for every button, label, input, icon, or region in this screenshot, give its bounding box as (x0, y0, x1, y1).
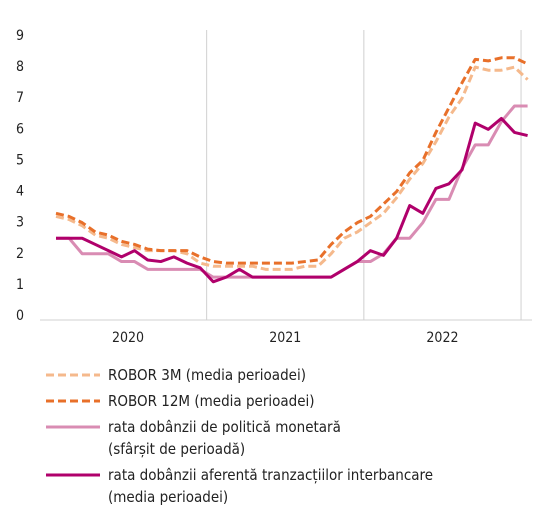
legend-swatch (46, 473, 100, 477)
legend-item: ROBOR 3M (media perioadei) (44, 364, 534, 386)
legend: ROBOR 3M (media perioadei) ROBOR 12M (med… (44, 364, 534, 512)
legend-label: ROBOR 3M (media perioadei) (108, 366, 306, 384)
legend-item: rata dobânzii aferentă tranzacțiilor int… (44, 464, 534, 508)
y-tick-label: 2 (16, 246, 24, 262)
x-tick-label: 2021 (269, 330, 301, 346)
y-tick-label: 0 (16, 308, 24, 324)
y-tick-label: 1 (16, 277, 24, 293)
series-line (55, 56, 529, 265)
legend-swatch (46, 399, 100, 403)
y-tick-label: 9 (16, 28, 24, 44)
y-tick-label: 8 (16, 59, 24, 75)
y-tick-label: 4 (16, 184, 24, 200)
y-tick-label: 3 (16, 215, 24, 231)
x-tick-label: 2020 (112, 330, 144, 346)
y-tick-label: 5 (16, 152, 24, 168)
y-tick-label: 7 (16, 90, 24, 106)
y-tick-label: 6 (16, 121, 24, 137)
legend-label: rata dobânzii de politică monetară (sfâr… (108, 418, 341, 458)
legend-item: ROBOR 12M (media perioadei) (44, 390, 534, 412)
chart: 0 1 2 3 4 5 6 7 8 9 2020 2021 2022 (16, 28, 532, 346)
series-line (56, 104, 528, 279)
legend-swatch (46, 425, 100, 429)
legend-label: ROBOR 12M (media perioadei) (108, 392, 315, 410)
x-tick-label: 2022 (426, 330, 458, 346)
series-line (55, 65, 529, 271)
legend-item: rata dobânzii de politică monetară (sfâr… (44, 416, 534, 460)
legend-label: rata dobânzii aferentă tranzacțiilor int… (108, 466, 434, 506)
series-line (56, 116, 528, 284)
legend-swatch (46, 373, 100, 377)
